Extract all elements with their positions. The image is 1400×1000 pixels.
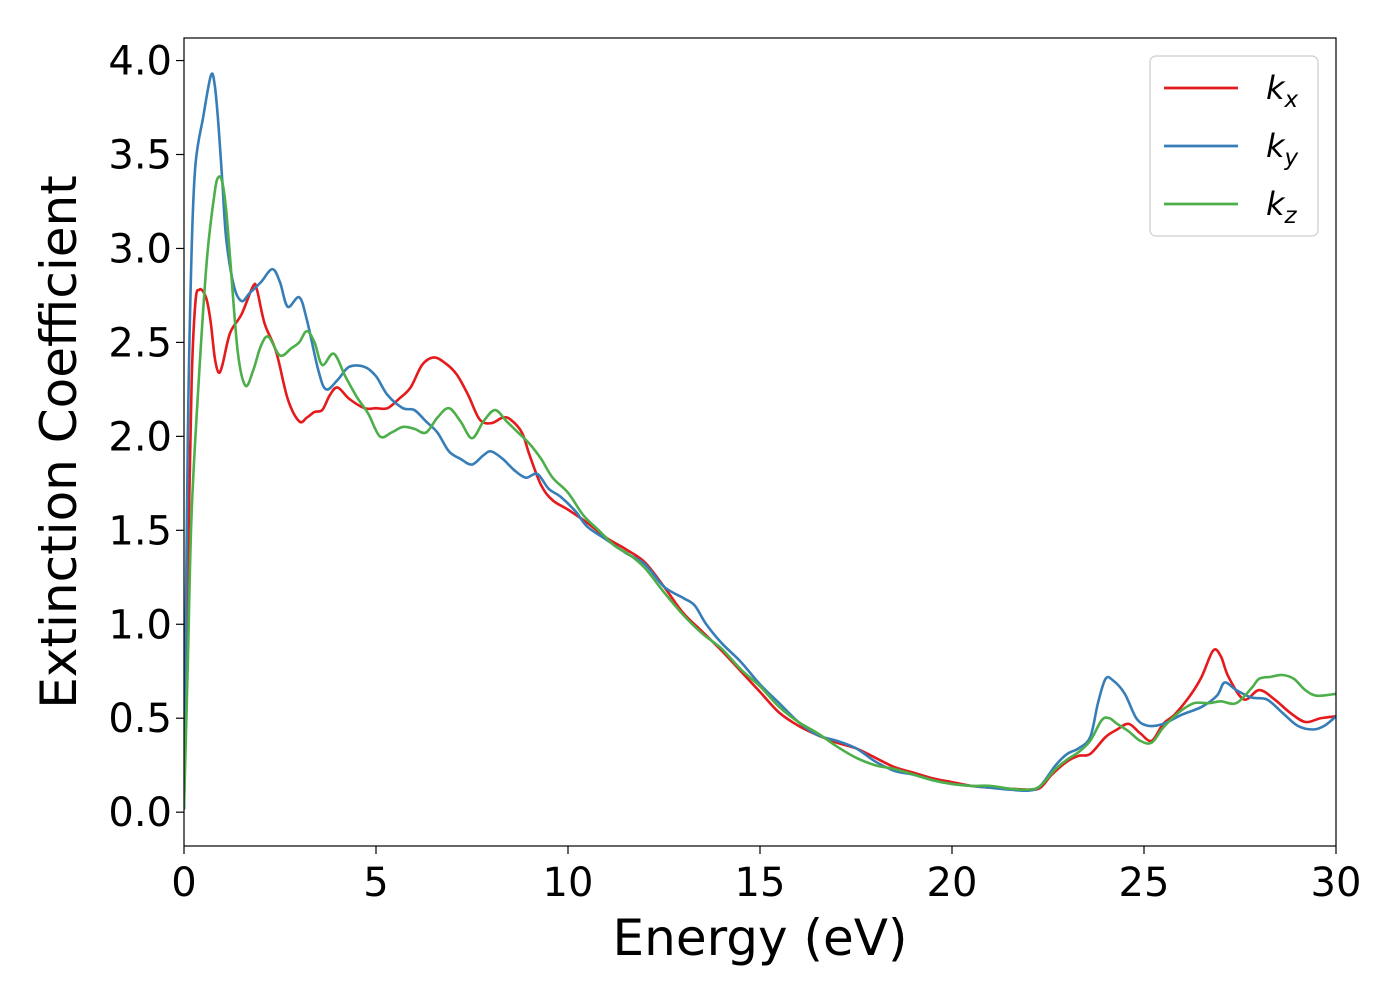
x-tick-label: 15 [735,860,786,906]
x-tick-label: 5 [363,860,388,906]
x-axis-ticks: 0 5 10 15 20 25 30 [171,846,1361,906]
y-axis-ticks: 0.0 0.5 1.0 1.5 2.0 2.5 3.0 3.5 4.0 [108,39,184,836]
y-tick-label: 0.0 [108,790,172,836]
y-tick-label: 4.0 [108,39,172,85]
y-tick-label: 2.0 [108,414,172,460]
y-axis-title: Extinction Coefficient [30,175,88,709]
y-tick-label: 0.5 [108,696,172,742]
x-axis-title: Energy (eV) [613,909,908,967]
legend-label-ky: ky [1266,127,1299,171]
series-line-kz [184,175,1336,810]
y-tick-label: 3.5 [108,133,172,179]
legend: kx ky kz [1149,55,1319,237]
y-tick-label: 1.5 [108,508,172,554]
x-tick-label: 0 [171,860,196,906]
y-tick-label: 2.5 [108,320,172,366]
x-tick-label: 30 [1311,860,1362,906]
x-tick-label: 20 [927,860,978,906]
legend-label-kz: kz [1266,185,1298,229]
y-tick-label: 1.0 [108,602,172,648]
x-tick-label: 25 [1119,860,1170,906]
series-layer [184,72,1336,810]
legend-label-kx: kx [1266,69,1299,113]
x-tick-label: 10 [543,860,594,906]
y-tick-label: 3.0 [108,226,172,272]
